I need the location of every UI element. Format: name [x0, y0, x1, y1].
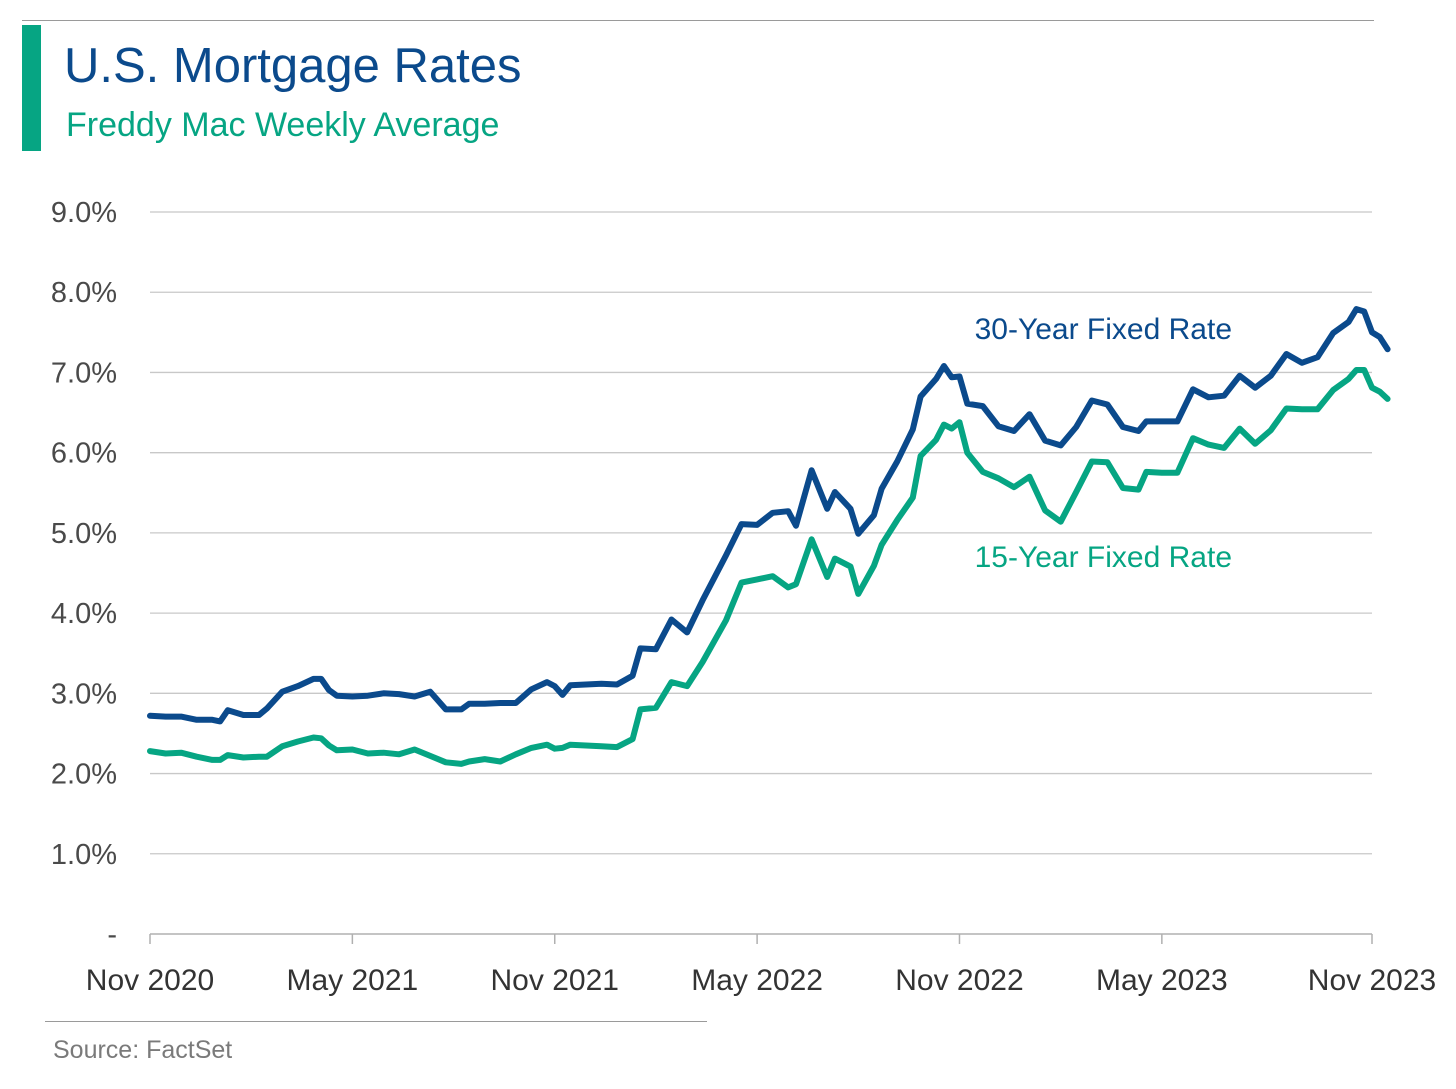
source-note: Source: FactSet — [53, 1036, 233, 1064]
x-tick-labels: Nov 2020 May 2021 Nov 2021 May 2022 Nov 2022… — [86, 964, 1436, 997]
x-tick-label: Nov 2021 — [491, 964, 619, 997]
gridlines — [150, 211, 1372, 855]
y-axis: - 1.0% 2.0% 3.0% 4.0% 5.0% 6.0% 7.0% 8.0% 9.0% — [51, 197, 117, 951]
footer-rule — [45, 1021, 707, 1022]
header-rule — [22, 20, 1374, 21]
y-tick-label: 7.0% — [51, 357, 117, 389]
y-tick-label: 6.0% — [51, 438, 117, 470]
x-tick-label: May 2022 — [691, 964, 823, 997]
series-labels: 30-Year Fixed Rate 15-Year Fixed Rate — [975, 313, 1232, 574]
series-15-year-line — [147, 367, 1391, 767]
title-accent-bar — [22, 25, 41, 151]
series-label-15-year: 15-Year Fixed Rate — [975, 541, 1232, 574]
series-lines — [147, 306, 1391, 767]
y-tick-label: 2.0% — [51, 759, 117, 791]
x-tick-label: May 2021 — [286, 964, 418, 997]
y-tick-label: 4.0% — [51, 598, 117, 630]
series-30-year-line — [147, 306, 1391, 725]
y-tick-label: 3.0% — [51, 678, 117, 710]
y-tick-label: 1.0% — [51, 839, 117, 871]
chart-title: U.S. Mortgage Rates — [64, 39, 522, 93]
x-tick-label: May 2023 — [1096, 964, 1228, 997]
y-tick-label: - — [107, 919, 117, 951]
y-tick-label: 8.0% — [51, 277, 117, 309]
x-axis — [149, 933, 1373, 944]
chart-subtitle: Freddy Mac Weekly Average — [66, 106, 500, 144]
x-tick-label: Nov 2022 — [895, 964, 1023, 997]
x-tick-label: Nov 2023 — [1308, 964, 1436, 997]
y-tick-label: 9.0% — [51, 197, 117, 229]
x-tick-label: Nov 2020 — [86, 964, 214, 997]
y-tick-label: 5.0% — [51, 518, 117, 550]
series-label-30-year: 30-Year Fixed Rate — [975, 313, 1232, 346]
